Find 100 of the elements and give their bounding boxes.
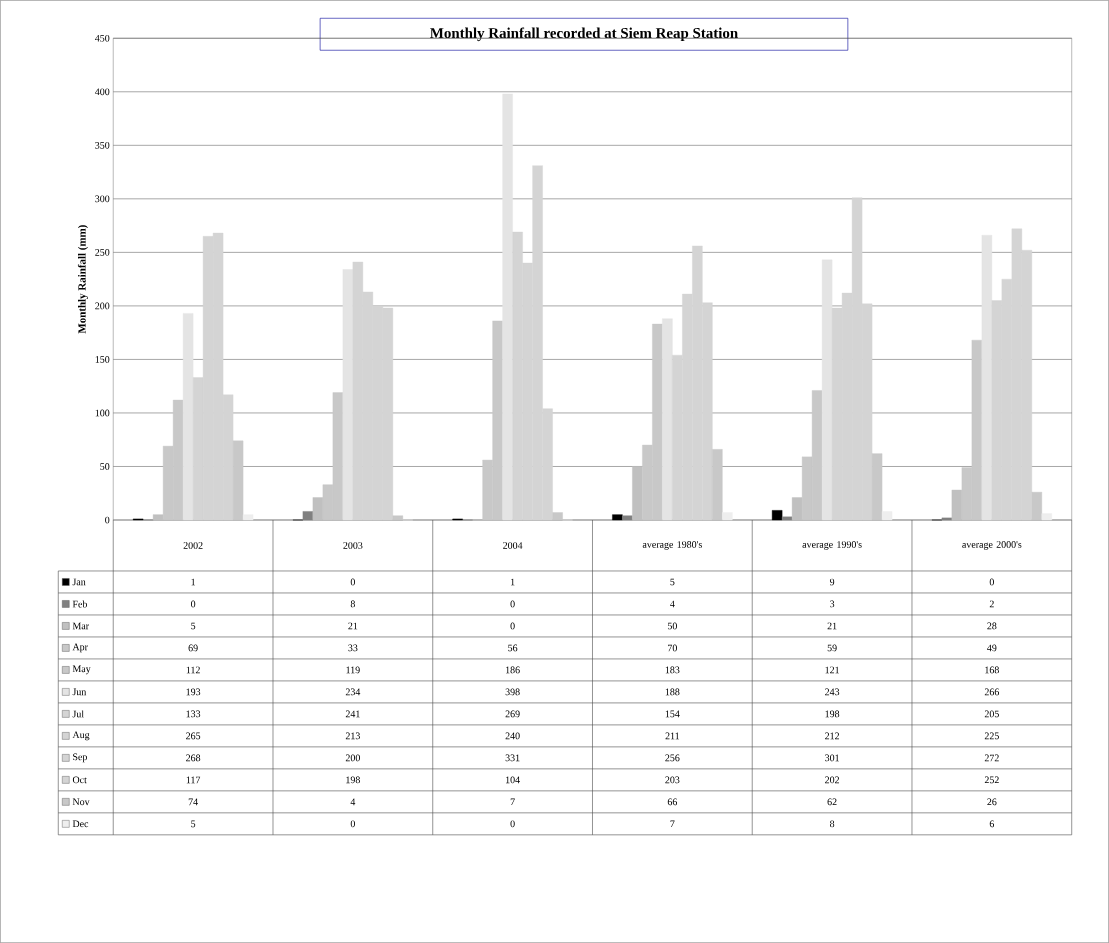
data-label: 8 [829, 820, 835, 828]
legend-label: Jul [72, 710, 84, 718]
data-label: 331 [505, 754, 520, 762]
bar [771, 510, 783, 521]
data-label: 188 [665, 688, 680, 696]
data-label: 3 [830, 600, 835, 608]
data-label: 7 [670, 820, 675, 828]
bar [781, 516, 793, 521]
data-label: 202 [825, 776, 840, 784]
data-label: 49 [987, 644, 997, 652]
chart-title: Monthly Rainfall recorded at Siem Reap Station [430, 27, 738, 42]
data-label: 4 [670, 600, 675, 608]
data-label: 272 [984, 754, 999, 762]
data-label: 0 [191, 600, 196, 608]
data-label: 69 [188, 644, 198, 652]
legend-label: Mar [72, 622, 89, 630]
data-label: 56 [508, 644, 518, 652]
data-label: 200 [345, 754, 360, 762]
y-tick-label: 200 [95, 302, 110, 310]
y-tick-label: 250 [95, 248, 110, 256]
data-label: 8 [350, 600, 355, 608]
data-label: 5 [670, 578, 675, 586]
data-label: 121 [825, 666, 839, 674]
data-label: 266 [984, 688, 1000, 696]
y-tick-label: 100 [95, 409, 110, 417]
data-label: 243 [825, 688, 840, 696]
data-label: 119 [346, 666, 360, 674]
data-label: 213 [345, 732, 360, 740]
data-label: 74 [188, 798, 198, 806]
legend-label: Aug [72, 731, 90, 741]
data-label: 203 [665, 776, 680, 784]
bar [981, 235, 993, 521]
bar [242, 514, 254, 521]
data-label: 21 [827, 622, 837, 630]
y-tick-label: 350 [95, 141, 110, 149]
data-label: 5 [191, 622, 196, 630]
data-label: 112 [186, 666, 200, 674]
legend-label: Sep [73, 753, 88, 763]
data-label: 198 [346, 776, 360, 784]
data-label: 234 [345, 688, 361, 696]
data-label: 154 [665, 710, 680, 718]
data-label: 1 [191, 578, 196, 586]
x-tick-label: average 2000's [962, 541, 1022, 550]
bar [502, 93, 513, 521]
data-label: 50 [667, 622, 677, 630]
legend-label: Feb [72, 600, 88, 608]
bar [881, 511, 893, 521]
bar [612, 514, 623, 521]
y-tick-label: 50 [100, 463, 110, 470]
data-label: 252 [984, 776, 999, 784]
data-label: 0 [350, 578, 355, 586]
bar [941, 517, 953, 521]
bar [622, 515, 633, 521]
data-label: 225 [984, 732, 999, 740]
y-tick-label: 300 [95, 195, 110, 203]
y-tick-label: 400 [94, 88, 110, 96]
data-label: 241 [345, 710, 360, 718]
x-tick-label: 2004 [503, 542, 523, 549]
legend-label: Dec [72, 820, 89, 828]
bar [662, 318, 673, 521]
data-label: 193 [186, 688, 201, 696]
data-label: 66 [667, 798, 678, 806]
data-label: 4 [350, 798, 356, 806]
bar [182, 313, 194, 521]
data-label: 104 [506, 776, 520, 784]
bar [821, 259, 833, 521]
data-label: 7 [510, 798, 515, 806]
y-tick-label: 450 [94, 34, 110, 42]
data-label: 0 [350, 820, 355, 828]
data-label: 133 [186, 710, 201, 718]
legend-label: Jan [72, 578, 86, 586]
bar [302, 511, 314, 521]
data-label: 398 [505, 688, 520, 696]
data-label: 9 [829, 578, 835, 586]
data-label: 62 [827, 798, 837, 806]
data-label: 33 [348, 644, 358, 652]
data-label: 0 [510, 600, 515, 608]
legend-label: May [72, 665, 91, 675]
y-axis-title: Monthly Rainfall (mm) [77, 225, 88, 334]
data-label: 6 [989, 820, 995, 828]
data-label: 1 [510, 578, 515, 586]
data-label: 70 [668, 644, 677, 652]
data-label: 168 [985, 666, 999, 674]
data-label: 21 [348, 622, 358, 630]
legend-label: Apr [72, 643, 88, 653]
data-label: 28 [987, 622, 997, 630]
data-label: 205 [984, 710, 999, 718]
data-label: 0 [989, 578, 994, 586]
data-label: 256 [665, 754, 680, 762]
legend-label: Nov [72, 798, 90, 806]
y-tick-label: 150 [95, 356, 110, 363]
legend-label: Jun [72, 688, 87, 696]
data-label: 268 [186, 754, 201, 762]
data-label: 26 [987, 798, 997, 806]
data-label: 59 [827, 644, 837, 652]
data-label: 265 [186, 732, 201, 740]
bar [342, 269, 354, 521]
x-tick-label: average 1990's [802, 541, 862, 550]
data-label: 117 [186, 776, 201, 784]
data-label: 211 [665, 732, 680, 740]
